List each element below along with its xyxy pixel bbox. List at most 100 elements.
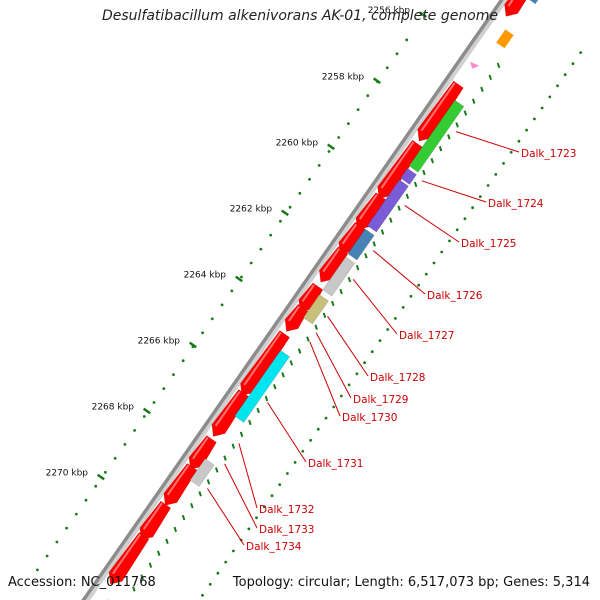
- gene-label[interactable]: Dalk_1733: [259, 524, 315, 536]
- gc-dot-outer: [181, 359, 185, 363]
- gc-dot-outer: [405, 38, 409, 42]
- gc-dot-inner: [378, 339, 382, 342]
- gc-dot-outer: [162, 387, 166, 390]
- feature-dash: [148, 562, 153, 568]
- cds-arrow[interactable]: [211, 389, 249, 437]
- gc-dot-inner: [556, 84, 559, 88]
- gc-dot-inner: [463, 217, 467, 221]
- cds-arrow[interactable]: [284, 303, 309, 332]
- gene-bar-dalk_1723[interactable]: [408, 99, 465, 173]
- gene-leader-line: [238, 443, 258, 509]
- gc-dot-outer: [84, 498, 88, 502]
- scale-tick-label: 2258 kbp: [322, 72, 365, 82]
- feature-dash: [165, 538, 169, 545]
- accession-label: Accession: NC_011768: [8, 575, 156, 590]
- gene-bar-dalk_1725[interactable]: [366, 179, 409, 233]
- scale-tick-label: 2270 kbp: [46, 469, 89, 479]
- gc-dot-inner: [347, 383, 351, 387]
- feature-dash: [471, 98, 476, 104]
- gc-dot-inner: [471, 206, 474, 210]
- gene-label[interactable]: Dalk_1732: [259, 504, 315, 516]
- gene-label[interactable]: Dalk_1727: [399, 330, 455, 342]
- gene-label[interactable]: Dalk_1728: [370, 372, 426, 384]
- gene-label[interactable]: Dalk_1729: [353, 394, 409, 406]
- gc-dot-inner: [247, 527, 251, 531]
- gc-dot-inner: [432, 261, 436, 265]
- feature-dash: [140, 574, 144, 580]
- gc-dot-outer: [123, 443, 127, 446]
- feature-dash: [438, 146, 443, 152]
- gc-dot-inner: [286, 472, 289, 475]
- gene-bar-dalk_1728[interactable]: [302, 294, 329, 325]
- gc-dot-outer: [172, 373, 175, 376]
- gc-dot-outer: [230, 289, 234, 293]
- feature-dash: [496, 62, 501, 69]
- gc-dot-outer: [113, 456, 117, 460]
- gene-leader-line: [224, 463, 258, 529]
- gene-label[interactable]: Dalk_1730: [342, 412, 398, 424]
- gc-dot-outer: [65, 526, 68, 530]
- gene-bar-dalk_1726[interactable]: [347, 228, 375, 261]
- gene-label[interactable]: Dalk_1725: [461, 238, 517, 250]
- gc-dot-inner: [201, 593, 204, 597]
- gene-bar-dalk_1731[interactable]: [234, 350, 290, 423]
- gc-dot-inner: [301, 449, 305, 453]
- feature-dash: [355, 265, 360, 271]
- feature-dash: [339, 288, 343, 295]
- gc-dot-outer: [133, 429, 137, 432]
- feature-dash: [156, 550, 161, 556]
- cds-arrow-shine: [341, 223, 358, 245]
- gc-dot-outer: [210, 317, 214, 321]
- gc-dot-inner: [525, 128, 528, 132]
- feature-dash: [405, 193, 410, 200]
- gc-dot-outer: [142, 415, 146, 418]
- cds-arrow[interactable]: [163, 462, 198, 506]
- scale-ticks: 2256 kbp 2258 kbp 2260 kbp 2262 kbp 2264 kbp…: [46, 6, 428, 481]
- gene-leader-line: [207, 488, 245, 546]
- cds-arrow[interactable]: [108, 531, 150, 585]
- scale-tick-mark: [234, 275, 243, 283]
- gene-leader-line: [309, 341, 341, 417]
- partial-bar-orange: [496, 29, 514, 49]
- cds-arrow-shine: [322, 248, 340, 273]
- scale-tick-label: 2264 kbp: [184, 270, 227, 280]
- gene-bar-dalk_1727[interactable]: [322, 256, 356, 297]
- gene-label[interactable]: Dalk_1734: [246, 541, 302, 553]
- feature-dash: [347, 276, 352, 283]
- cds-arrow[interactable]: [504, 0, 538, 17]
- gc-dot-outer: [395, 52, 399, 56]
- cds-arrow-shine: [111, 533, 142, 575]
- scale-tick-mark: [280, 209, 289, 217]
- gc-dot-inner: [386, 328, 390, 331]
- gc-dot-outer: [279, 219, 282, 223]
- cds-arrow-shine: [192, 436, 209, 460]
- feature-dash: [231, 443, 236, 449]
- gc-dot-outer: [385, 66, 389, 70]
- scale-tick-mark: [188, 341, 197, 349]
- scale-tick-mark: [373, 77, 382, 85]
- gc-dot-inner: [409, 294, 413, 298]
- scale-tick-mark: [142, 407, 151, 415]
- cds-arrow-shine: [507, 0, 514, 7]
- gc-dot-inner: [448, 239, 451, 243]
- gc-dot-inner: [355, 372, 359, 376]
- partial-bar-top: [529, 0, 539, 4]
- gene-leader-line: [267, 402, 307, 463]
- gene-label[interactable]: Dalk_1726: [427, 290, 483, 302]
- feature-dash: [397, 205, 401, 211]
- scale-tick-label: 2262 kbp: [230, 204, 273, 214]
- gc-dot-inner: [208, 582, 212, 586]
- gene-bar-dalk_1733[interactable]: [189, 458, 215, 487]
- gene-label[interactable]: Dalk_1723: [521, 148, 577, 160]
- feature-dash: [198, 491, 202, 497]
- gc-dot-inner: [394, 317, 397, 320]
- feature-dash: [248, 419, 252, 426]
- feature-tick-dashes: [132, 62, 501, 592]
- gene-label[interactable]: Dalk_1731: [308, 458, 364, 470]
- gene-label[interactable]: Dalk_1724: [488, 198, 544, 210]
- feature-dash: [132, 586, 136, 592]
- cds-arrow-shine: [166, 464, 190, 496]
- feature-dash: [306, 336, 310, 342]
- gene-bar-dalk_1724[interactable]: [400, 167, 417, 185]
